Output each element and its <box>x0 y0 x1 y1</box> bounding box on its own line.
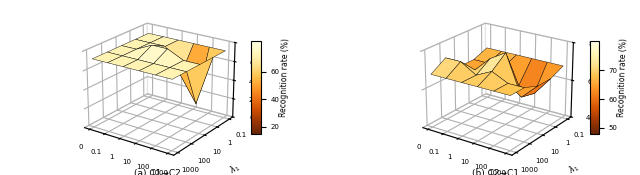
Title: (b) C2→C1: (b) C2→C1 <box>472 169 519 175</box>
Title: (a) C1→C2: (a) C1→C2 <box>134 169 180 175</box>
Y-axis label: $\lambda_1$: $\lambda_1$ <box>227 161 243 175</box>
Y-axis label: $\lambda_1$: $\lambda_1$ <box>566 161 581 175</box>
